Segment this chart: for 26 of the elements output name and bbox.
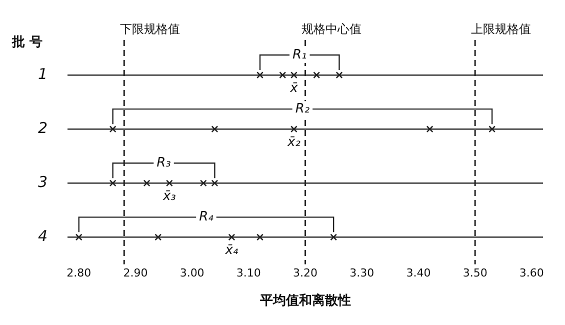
annotation: x̄₂ — [286, 134, 300, 150]
annotation: x̄ — [289, 80, 298, 96]
ref-line-label: 规格中心值 — [301, 22, 362, 36]
ref-line-label: 上限规格值 — [471, 22, 532, 36]
y-axis-title: 批 号 — [11, 34, 43, 50]
annotation: R₄ — [199, 210, 214, 225]
annotation: x̄₃ — [162, 189, 176, 204]
ref-line-label: 下限规格值 — [120, 22, 180, 36]
y-tick-label: 3 — [38, 173, 48, 192]
x-axis-title: 平均值和离散性 — [258, 292, 351, 309]
y-tick-label: 1 — [38, 64, 48, 83]
x-tick-label: 3.30 — [350, 266, 374, 280]
x-tick-label: 2.90 — [123, 266, 148, 280]
y-tick-label: 4 — [38, 227, 48, 246]
x-tick-label: 3.60 — [519, 266, 544, 280]
annotation: R₂ — [295, 101, 310, 116]
annotation: R₁ — [292, 47, 307, 62]
x-tick-label: 3.10 — [236, 266, 261, 280]
x-tick-label: 3.50 — [462, 266, 488, 280]
y-tick-label: 2 — [38, 118, 48, 137]
annotation: R₃ — [156, 156, 171, 170]
x-tick-label: 3.40 — [406, 266, 431, 280]
x-tick-label: 3.00 — [180, 266, 204, 280]
x-tick-label: 3.20 — [293, 266, 318, 280]
annotation: x̄₄ — [224, 243, 239, 258]
x-tick-label: 2.80 — [66, 266, 92, 280]
